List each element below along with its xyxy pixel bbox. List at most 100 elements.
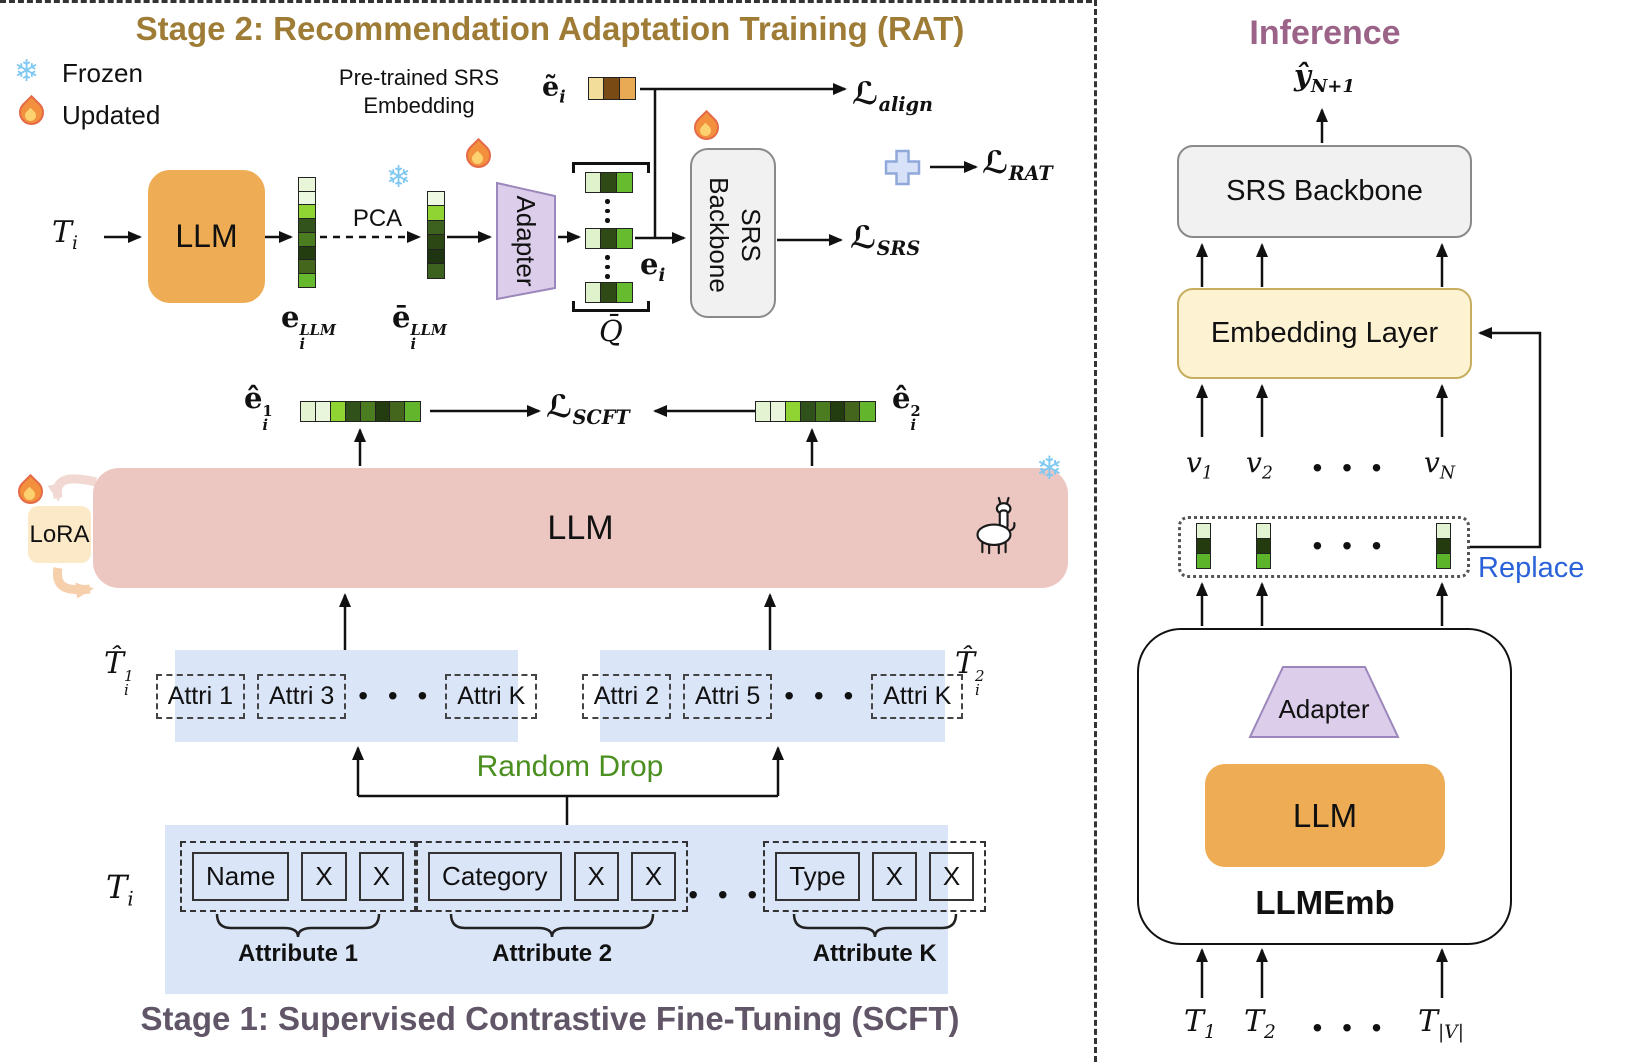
q-row-vector <box>585 172 633 193</box>
e-hat1-vector <box>300 401 421 422</box>
llm-embedding-strip <box>1178 516 1470 578</box>
that2-chips: Attri 2 Attri 5 • • • Attri K <box>581 650 964 742</box>
token-row: Name X X <box>180 841 417 912</box>
replace-label: Replace <box>1478 552 1585 584</box>
token-row: Type X X <box>763 841 987 912</box>
attri-chip: Attri 5 <box>682 673 773 719</box>
underbrace <box>449 913 655 938</box>
stage1-llm-box: LLM <box>93 468 1068 588</box>
loss-srs-label: ℒSRS <box>850 220 921 261</box>
v1-label: v1 <box>1186 446 1213 484</box>
stage1-ti-label: Ti <box>106 868 134 911</box>
pretrained-srs-label: Pre-trained SRS Embedding <box>338 65 500 118</box>
arrow-lora-to-llm <box>52 567 94 599</box>
loss-scft-label: ℒSCFT <box>546 389 630 430</box>
fire-icon <box>688 109 725 146</box>
snowflake-icon: ❄ <box>1036 450 1063 486</box>
adapter-label: Adapter <box>1278 693 1370 724</box>
legend-updated-label: Updated <box>62 100 161 130</box>
vector-cell <box>615 228 633 249</box>
vector-cell <box>404 401 421 422</box>
q-bracket-top <box>572 162 650 173</box>
q-bar-label: Q̄ <box>599 314 623 348</box>
vn-label: vN <box>1424 446 1456 484</box>
snowflake-icon: ❄ <box>14 55 40 88</box>
horizontal-ellipsis: • • • <box>784 680 860 711</box>
item-embedding-vector <box>1256 523 1271 570</box>
q-row-vector <box>585 282 633 303</box>
horizontal-ellipsis: • • • <box>688 879 764 910</box>
horizontal-ellipsis: • • • <box>1312 1012 1388 1043</box>
vertical-ellipsis <box>605 255 610 279</box>
vector-cell <box>615 282 633 303</box>
attribute-group-label: Attribute 1 <box>238 940 359 967</box>
inference-llm-box: LLM <box>1205 764 1445 867</box>
that1-chips: Attri 1 Attri 3 • • • Attri K <box>155 650 538 742</box>
underbrace <box>215 913 381 938</box>
adapter-trapezoid <box>496 181 556 301</box>
underbrace <box>792 913 957 938</box>
token: Type <box>775 852 860 901</box>
loss-rat-label: ℒRAT <box>982 145 1053 186</box>
horizontal-ellipsis: • • • <box>1312 452 1388 483</box>
t1-label: T1 <box>1184 1004 1216 1043</box>
e-tilde-vector <box>588 77 636 100</box>
random-drop-label: Random Drop <box>476 750 664 783</box>
srs-backbone-label: SRS Backbone <box>704 177 767 293</box>
t-hat2-label: T̂ 2 i <box>955 646 985 700</box>
loss-align-label: ℒalign <box>852 76 933 117</box>
v2-label: v2 <box>1246 446 1273 484</box>
adapter-label: Adapter <box>511 195 542 287</box>
e-i-label: ei <box>640 247 666 286</box>
token-row: Category X X <box>416 841 689 912</box>
e-bar-llm-vector <box>427 191 445 280</box>
horizontal-ellipsis: • • • <box>358 680 434 711</box>
fire-icon <box>12 473 49 510</box>
attri-chip: Attri 2 <box>581 673 671 719</box>
llmemb-label: LLMEmb <box>1255 884 1395 921</box>
that2-box <box>600 650 945 742</box>
inference-srs-backbone-box: SRS Backbone <box>1177 145 1472 238</box>
token: X <box>573 852 619 901</box>
adapter-trapezoid <box>1248 666 1400 738</box>
item-embedding-vector <box>1196 523 1211 570</box>
e-tilde-label: ẽi <box>542 72 566 107</box>
vector-cell <box>618 77 636 100</box>
divider-train-inference <box>1094 0 1097 1062</box>
input-ti-label: Ti <box>52 215 78 254</box>
stage2-adapter: Adapter <box>495 180 557 302</box>
q-bracket-bottom <box>572 301 650 312</box>
attri-chip: Attri K <box>445 673 538 719</box>
attribute-group-k: Type X X Attribute K <box>763 841 987 968</box>
vector-cell <box>427 263 445 280</box>
that1-box <box>175 650 518 742</box>
token: X <box>630 852 677 901</box>
stage1-title: Stage 1: Supervised Contrastive Fine-Tun… <box>140 1000 960 1037</box>
attribute-group-label: Attribute 2 <box>492 940 613 967</box>
snowflake-icon: ❄ <box>386 161 412 194</box>
stage2-title: Stage 2: Recommendation Adaptation Train… <box>135 10 965 47</box>
y-hat-label: ŷN+1 <box>1294 58 1355 97</box>
vector-cell <box>1436 552 1451 570</box>
horizontal-ellipsis: • • • <box>1312 530 1388 561</box>
lora-box: LoRA <box>28 506 91 563</box>
t-hat1-label: T̂ 1 i <box>104 646 134 700</box>
vector-cell <box>1256 552 1271 570</box>
llama-icon <box>976 496 1016 555</box>
token: X <box>358 852 405 901</box>
plus-icon <box>884 149 921 186</box>
token: X <box>928 852 975 901</box>
e-llm-label: e LLM i <box>281 300 336 353</box>
e-hat2-vector <box>755 401 876 422</box>
divider-stage1-stage2 <box>0 0 1092 3</box>
arrow-replace-elbow <box>1470 327 1542 549</box>
tv-label: T|V| <box>1418 1004 1464 1043</box>
token: X <box>871 852 917 901</box>
vector-cell <box>615 172 633 193</box>
attribute-group-label: Attribute K <box>812 940 937 967</box>
fire-icon <box>460 137 497 174</box>
fire-icon <box>13 94 50 131</box>
